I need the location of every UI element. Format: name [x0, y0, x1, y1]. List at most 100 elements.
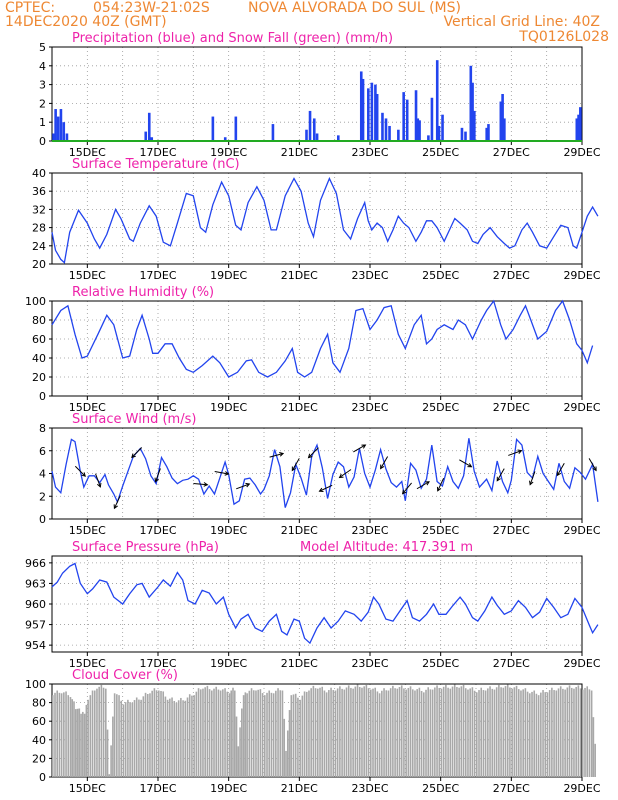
precipitation-bar — [59, 109, 63, 141]
cloud-cover-bar — [279, 690, 282, 777]
x-tick-label: 15DEC — [69, 657, 106, 670]
chart-title-cloud-cover: Cloud Cover (%) — [72, 668, 178, 683]
cloud-cover-bar — [235, 716, 238, 777]
x-tick-label: 25DEC — [422, 782, 459, 795]
cloud-cover-bar — [259, 689, 262, 777]
chart-title-wind: Surface Wind (m/s) — [72, 412, 196, 427]
cloud-cover-bar — [511, 688, 513, 777]
x-tick-label: 21DEC — [281, 401, 318, 414]
cloud-cover-bar — [155, 690, 158, 777]
precipitation-bar — [577, 114, 580, 141]
header-source: CPTEC: — [5, 0, 55, 16]
cloud-cover-bar — [184, 700, 187, 777]
cloud-cover-bar — [250, 688, 253, 777]
cloud-cover-bar — [343, 689, 346, 777]
precipitation-bar — [579, 107, 582, 141]
cloud-cover-bar — [590, 690, 593, 777]
x-tick-label: 21DEC — [281, 782, 318, 795]
cloud-cover-bar — [387, 690, 390, 777]
precipitation-bar — [271, 124, 275, 141]
cloud-cover-bar — [456, 687, 458, 777]
cloud-cover-bar — [151, 690, 153, 777]
header-date: 14DEC2020 40Z (GMT) — [5, 14, 167, 30]
x-tick-label: 29DEC — [563, 146, 600, 159]
cloud-cover-bar — [425, 689, 427, 777]
y-tick-label: 36 — [32, 185, 46, 198]
x-tick-label: 15DEC — [69, 146, 106, 159]
cloud-cover-bar — [112, 716, 114, 777]
x-tick-label: 17DEC — [139, 524, 176, 537]
cloud-cover-bar — [509, 687, 511, 777]
cloud-cover-bar — [116, 694, 118, 777]
cloud-cover-bar — [230, 690, 233, 777]
cloud-cover-bar — [113, 693, 116, 777]
cloud-cover-bar — [277, 688, 279, 777]
temperature-line — [51, 176, 599, 264]
cloud-cover-bar — [396, 688, 399, 777]
x-tick-label: 23DEC — [351, 524, 388, 537]
precipitation-bar — [312, 118, 316, 141]
cloud-cover-bar — [60, 693, 63, 777]
cloud-cover-bar — [74, 709, 77, 777]
cloud-cover-bar — [110, 745, 112, 777]
precipitation-bar — [308, 110, 312, 141]
wind-arrow — [113, 495, 121, 510]
precipitation-bar — [405, 99, 409, 141]
cloud-cover-bar — [193, 695, 195, 777]
cloud-cover-bar — [197, 688, 200, 777]
y-tick-label: 2 — [39, 490, 46, 503]
wind-arrow — [556, 463, 565, 477]
y-tick-label: 966 — [25, 557, 46, 570]
cloud-cover-bar — [418, 687, 421, 777]
precipitation-bar — [499, 101, 503, 141]
cloud-cover-bar — [252, 690, 255, 777]
wind-arrow — [529, 471, 536, 486]
cloud-cover-bar — [91, 690, 94, 777]
header: CPTEC: 054:23W-21:02S NOVA ALVORADA DO S… — [5, 0, 609, 45]
cloud-cover-bar — [471, 687, 474, 777]
cloud-cover-bar — [374, 687, 377, 777]
x-tick-label: 23DEC — [351, 146, 388, 159]
cloud-cover-bar — [124, 702, 127, 777]
precipitation-bar — [211, 116, 215, 141]
cloud-cover-bar — [462, 684, 465, 777]
cloud-cover-bar — [440, 688, 443, 777]
precipitation-bar — [381, 112, 384, 141]
cloud-cover-bar — [131, 702, 134, 777]
cloud-cover-bar — [140, 699, 142, 777]
cloud-cover-bar — [52, 695, 54, 777]
cloud-cover-bar — [171, 697, 173, 777]
cloud-cover-bar — [281, 690, 284, 777]
precipitation-bar — [384, 118, 388, 141]
cloud-cover-bar — [202, 688, 204, 777]
cloud-cover-bar — [542, 690, 544, 777]
wind-arrow — [353, 444, 367, 453]
humidity-line — [51, 299, 594, 378]
y-tick-label: 3 — [39, 79, 46, 92]
x-tick-label: 15DEC — [69, 401, 106, 414]
precipitation-bar — [435, 60, 439, 141]
cloud-cover-bar — [108, 774, 111, 777]
y-tick-label: 80 — [32, 697, 46, 710]
cloud-cover-bar — [54, 692, 56, 777]
cloud-cover-bar — [285, 750, 287, 777]
x-tick-label: 25DEC — [422, 269, 459, 282]
precipitation-bar — [427, 135, 430, 141]
chart-title-precipitation: Precipitation (blue) and Snow Fall (gree… — [72, 31, 393, 46]
cloud-cover-bar — [106, 729, 109, 777]
precipitation-bar — [414, 90, 418, 141]
cloud-cover-bar — [588, 689, 591, 777]
cloud-cover-bar — [204, 687, 206, 777]
pressure-line — [51, 562, 599, 645]
x-tick-label: 21DEC — [281, 524, 318, 537]
cloud-cover-bar — [330, 687, 332, 777]
x-tick-label: 25DEC — [422, 401, 459, 414]
cloud-cover-bar — [297, 697, 299, 777]
precipitation-bar — [575, 118, 579, 141]
cloud-cover-bar — [334, 690, 337, 777]
cloud-cover-bar — [573, 688, 575, 777]
cloud-cover-bar — [286, 730, 289, 777]
cloud-cover-bar — [294, 693, 297, 777]
cloud-cover-bar — [535, 693, 538, 777]
cloud-cover-bar — [89, 695, 92, 777]
